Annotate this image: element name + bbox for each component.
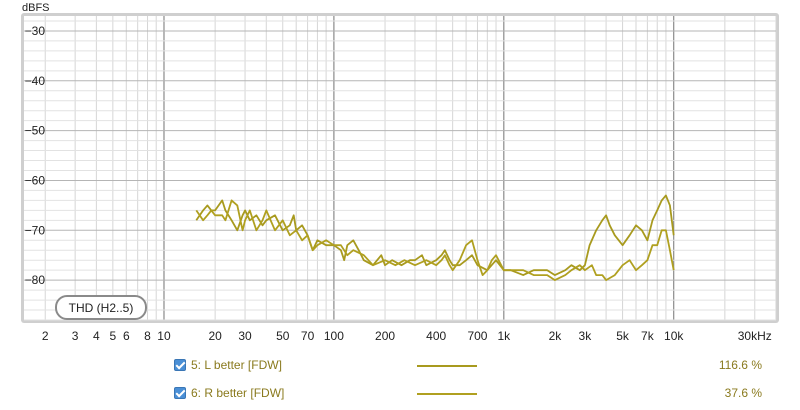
x-tick-label: 3k [579,329,593,343]
x-tick-label: 8 [144,329,151,343]
y-tick-label: −50 [25,124,46,138]
plot-area [24,16,776,320]
x-tick-label: 10 [157,329,171,343]
legend-value-r-better: 37.6 % [724,386,762,400]
y-axis-label: dBFS [22,2,50,14]
legend-checkbox-r-better[interactable] [174,387,186,399]
x-tick-label: 30kHz [738,329,772,343]
y-tick-label: −70 [25,223,46,237]
legend-swatch-l-better [417,365,477,367]
x-tick-label: 2k [549,329,563,343]
series-line-2 [195,199,675,282]
series-layer [195,194,675,282]
x-tick-label: 5 [109,329,116,343]
x-tick-label: 2 [42,329,49,343]
legend-value-l-better: 116.6 % [718,358,762,372]
x-tick-label: 700 [467,329,487,343]
x-tick-label: 70 [301,329,315,343]
thd-badge-label: THD (H2..5) [69,301,134,315]
series-line-1 [195,194,675,277]
x-tick-label: 5k [616,329,630,343]
x-tick-labels: 2 3 4 5 6 8 10 20 30 50 70 100 200 400 700 1k 2k 3k 5k 7k 10… [42,329,772,343]
x-tick-label: 6 [123,329,130,343]
y-tick-label: −80 [25,273,46,287]
x-tick-label: 1k [497,329,511,343]
legend-checkbox-l-better[interactable] [174,359,186,371]
x-tick-label: 4 [93,329,100,343]
x-tick-label: 3 [72,329,79,343]
legend-swatch-r-better [417,393,477,395]
y-tick-labels: −30 −40 −50 −60 −70 −80 [25,24,46,287]
x-tick-label: 10k [664,329,684,343]
x-tick-label: 7k [641,329,655,343]
x-tick-label: 100 [324,329,344,343]
x-tick-label: 30 [238,329,252,343]
thd-badge-frame [55,295,147,320]
y-tick-label: −60 [25,173,46,187]
x-tick-label: 200 [375,329,395,343]
x-tick-label: 20 [208,329,222,343]
thd-badge[interactable]: THD (H2..5) [55,295,147,320]
y-tick-label: −30 [25,24,46,38]
y-tick-label: −40 [25,74,46,88]
legend-label-r-better: 6: R better [FDW] [191,386,285,400]
x-tick-label: 400 [426,329,446,343]
legend-label-l-better: 5: L better [FDW] [191,358,282,372]
x-tick-label: 50 [276,329,290,343]
